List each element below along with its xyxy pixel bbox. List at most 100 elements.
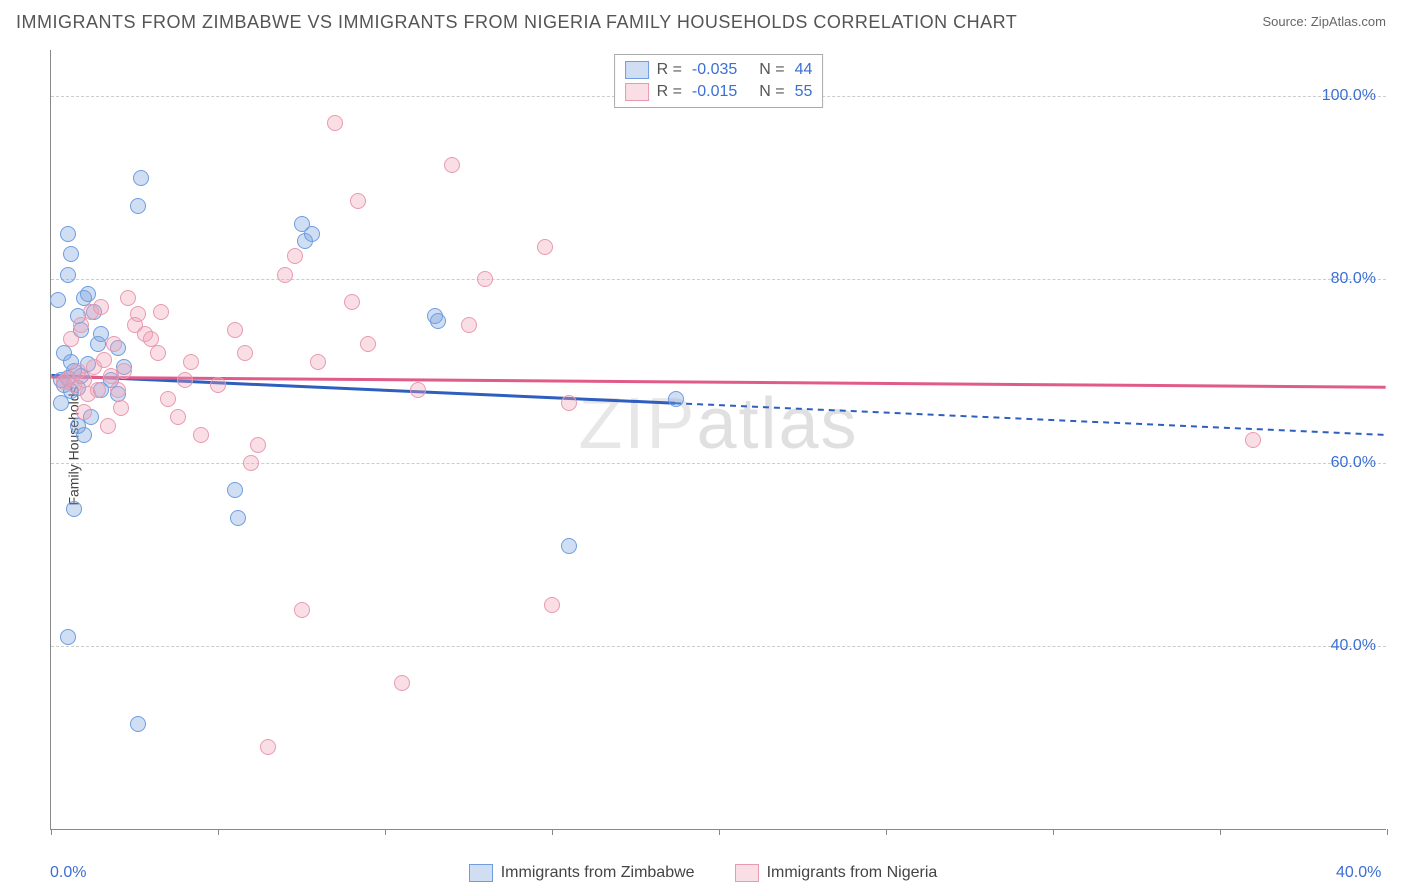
y-tick-label: 100.0% [1322, 87, 1376, 105]
data-point-zimbabwe [60, 629, 76, 645]
data-point-nigeria [544, 597, 560, 613]
x-tick [552, 829, 553, 835]
data-point-nigeria [350, 193, 366, 209]
data-point-zimbabwe [230, 510, 246, 526]
data-point-nigeria [63, 331, 79, 347]
data-point-zimbabwe [130, 716, 146, 732]
x-tick [1387, 829, 1388, 835]
data-point-zimbabwe [304, 226, 320, 242]
data-point-zimbabwe [133, 170, 149, 186]
n-label: N = [759, 61, 784, 79]
data-point-nigeria [410, 382, 426, 398]
legend-swatch [625, 61, 649, 79]
source-label: Source: [1262, 14, 1310, 29]
data-point-nigeria [130, 306, 146, 322]
x-tick [385, 829, 386, 835]
data-point-nigeria [477, 271, 493, 287]
data-point-nigeria [96, 352, 112, 368]
trend-line-zimbabwe [51, 375, 675, 403]
data-point-nigeria [170, 409, 186, 425]
x-tick [218, 829, 219, 835]
data-point-nigeria [183, 354, 199, 370]
data-point-nigeria [116, 363, 132, 379]
data-point-nigeria [93, 299, 109, 315]
data-point-nigeria [1245, 432, 1261, 448]
data-point-nigeria [344, 294, 360, 310]
legend-item-zimbabwe: Immigrants from Zimbabwe [469, 864, 695, 882]
n-label: N = [759, 83, 784, 101]
data-point-nigeria [537, 239, 553, 255]
data-point-nigeria [120, 290, 136, 306]
n-value: 44 [795, 61, 813, 79]
correlation-legend: R = -0.035 N = 44 R = -0.015 N = 55 [614, 54, 824, 108]
scatter-chart: ZIPatlas R = -0.035 N = 44 R = -0.015 N = 55 40… [50, 50, 1386, 830]
data-point-nigeria [394, 675, 410, 691]
data-point-nigeria [294, 602, 310, 618]
data-point-nigeria [227, 322, 243, 338]
watermark: ZIPatlas [578, 383, 858, 465]
data-point-nigeria [177, 372, 193, 388]
gridline-h [51, 646, 1386, 647]
data-point-nigeria [561, 395, 577, 411]
data-point-nigeria [193, 427, 209, 443]
r-value: -0.035 [692, 61, 737, 79]
r-label: R = [657, 83, 682, 101]
y-tick-label: 60.0% [1331, 454, 1376, 472]
data-point-nigeria [360, 336, 376, 352]
data-point-nigeria [250, 437, 266, 453]
data-point-nigeria [210, 377, 226, 393]
gridline-h [51, 279, 1386, 280]
data-point-nigeria [160, 391, 176, 407]
data-point-zimbabwe [70, 418, 86, 434]
data-point-nigeria [277, 267, 293, 283]
data-point-nigeria [310, 354, 326, 370]
data-point-zimbabwe [53, 395, 69, 411]
data-point-nigeria [444, 157, 460, 173]
legend-stat-row-zimbabwe: R = -0.035 N = 44 [625, 59, 813, 81]
data-point-nigeria [243, 455, 259, 471]
data-point-nigeria [287, 248, 303, 264]
chart-title: IMMIGRANTS FROM ZIMBABWE VS IMMIGRANTS F… [16, 12, 1017, 33]
n-value: 55 [795, 83, 813, 101]
legend-item-nigeria: Immigrants from Nigeria [735, 864, 938, 882]
source-attribution: Source: ZipAtlas.com [1262, 14, 1386, 29]
y-tick-label: 80.0% [1331, 270, 1376, 288]
r-label: R = [657, 61, 682, 79]
x-tick [51, 829, 52, 835]
x-tick [886, 829, 887, 835]
data-point-nigeria [113, 400, 129, 416]
data-point-nigeria [100, 418, 116, 434]
data-point-nigeria [327, 115, 343, 131]
data-point-zimbabwe [130, 198, 146, 214]
r-value: -0.015 [692, 83, 737, 101]
data-point-nigeria [76, 404, 92, 420]
legend-label: Immigrants from Nigeria [767, 864, 938, 882]
y-tick-label: 40.0% [1331, 637, 1376, 655]
data-point-nigeria [150, 345, 166, 361]
series-legend: Immigrants from Zimbabwe Immigrants from … [0, 864, 1406, 882]
data-point-zimbabwe [50, 292, 66, 308]
data-point-nigeria [90, 382, 106, 398]
data-point-zimbabwe [90, 336, 106, 352]
data-point-zimbabwe [227, 482, 243, 498]
data-point-zimbabwe [63, 246, 79, 262]
data-point-nigeria [153, 304, 169, 320]
trend-line-dashed-zimbabwe [675, 403, 1386, 435]
legend-swatch [625, 83, 649, 101]
data-point-nigeria [461, 317, 477, 333]
data-point-zimbabwe [66, 501, 82, 517]
data-point-zimbabwe [430, 313, 446, 329]
data-point-nigeria [260, 739, 276, 755]
legend-swatch [735, 864, 759, 882]
data-point-zimbabwe [561, 538, 577, 554]
data-point-zimbabwe [668, 391, 684, 407]
legend-stat-row-nigeria: R = -0.015 N = 55 [625, 81, 813, 103]
data-point-nigeria [106, 336, 122, 352]
data-point-zimbabwe [60, 226, 76, 242]
source-value: ZipAtlas.com [1311, 14, 1386, 29]
data-point-zimbabwe [80, 286, 96, 302]
x-tick [1220, 829, 1221, 835]
legend-label: Immigrants from Zimbabwe [501, 864, 695, 882]
legend-swatch [469, 864, 493, 882]
trend-line-nigeria [51, 377, 1385, 387]
